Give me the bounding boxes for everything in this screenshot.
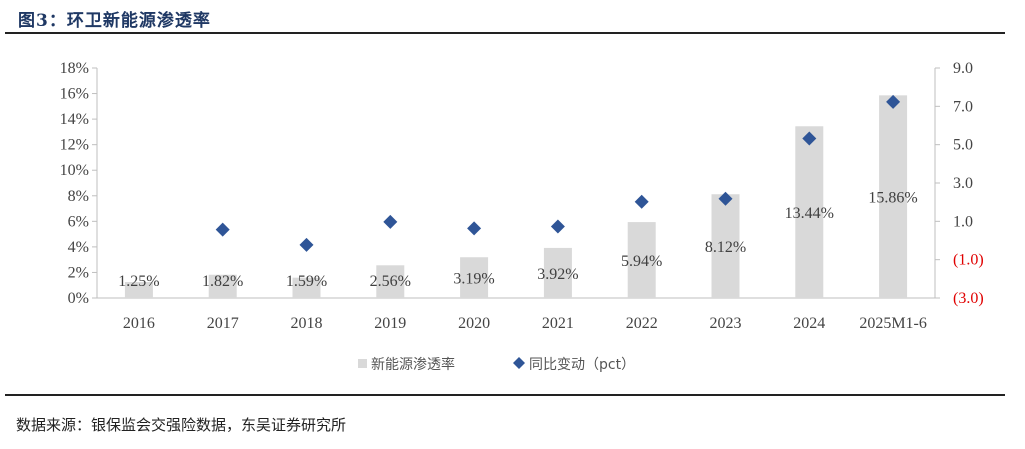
top-rule (5, 32, 1005, 34)
data-label: 13.44% (785, 205, 834, 222)
legend-diamond-swatch (513, 357, 525, 369)
data-label: 1.82% (202, 273, 243, 290)
x-tick-label: 2018 (291, 315, 323, 332)
data-label: 1.59% (286, 273, 327, 290)
bar (711, 194, 740, 298)
left-tick-label: 14% (60, 111, 89, 128)
x-tick-label: 2021 (542, 315, 574, 332)
left-tick-label: 18% (60, 60, 89, 77)
left-tick-label: 6% (68, 213, 89, 230)
x-tick-label: 2022 (626, 315, 658, 332)
bottom-rule (5, 394, 1005, 396)
left-tick-label: 4% (68, 239, 89, 256)
data-label: 8.12% (705, 239, 746, 256)
figure-title: 图3：环卫新能源渗透率 (18, 11, 211, 31)
x-tick-label: 2023 (710, 315, 742, 332)
right-tick-label: (1.0) (953, 252, 984, 269)
legend-bar-label: 新能源渗透率 (371, 356, 455, 373)
bar (460, 257, 489, 298)
diamond-point (215, 222, 230, 237)
x-tick-label: 2025M1-6 (859, 315, 927, 332)
data-label: 15.86% (868, 190, 917, 207)
right-tick-label: (3.0) (953, 290, 984, 307)
data-label: 3.19% (453, 271, 494, 288)
legend-diamond-label: 同比变动（pct） (529, 357, 635, 373)
bar (208, 274, 237, 298)
left-tick-label: 8% (68, 188, 89, 205)
left-tick-label: 10% (60, 162, 89, 179)
data-label: 1.25% (118, 273, 159, 290)
x-tick-label: 2017 (207, 315, 239, 332)
diamond-point (634, 194, 649, 209)
data-label: 2.56% (370, 273, 411, 290)
diamond-point (550, 219, 565, 234)
x-tick-label: 2019 (374, 315, 406, 332)
bar (795, 126, 824, 299)
diamond-point (383, 214, 398, 229)
x-tick-label: 2020 (458, 315, 490, 332)
left-tick-label: 0% (68, 290, 89, 307)
diamond-point (718, 191, 733, 206)
diamond-point (802, 131, 817, 146)
legend-bar-swatch (358, 359, 367, 368)
right-tick-label: 9.0 (953, 60, 973, 77)
right-tick-label: 7.0 (953, 98, 973, 115)
data-label: 3.92% (537, 266, 578, 283)
x-tick-label: 2016 (123, 315, 155, 332)
diamond-point (299, 237, 314, 252)
left-tick-label: 12% (60, 137, 89, 154)
diamond-point (467, 221, 482, 236)
x-tick-label: 2024 (793, 315, 825, 332)
source-note: 数据来源：银保监会交强险数据，东吴证券研究所 (16, 416, 347, 434)
bar (543, 247, 572, 298)
right-tick-label: 5.0 (953, 137, 973, 154)
diamond-point (886, 94, 901, 109)
left-tick-label: 2% (68, 264, 89, 281)
bar (376, 265, 405, 298)
left-tick-label: 16% (60, 86, 89, 103)
data-label: 5.94% (621, 253, 662, 270)
bar (124, 282, 153, 298)
bar (879, 95, 908, 298)
bar (627, 222, 656, 298)
bar (292, 277, 321, 298)
right-tick-label: 3.0 (953, 175, 973, 192)
right-tick-label: 1.0 (953, 213, 973, 230)
